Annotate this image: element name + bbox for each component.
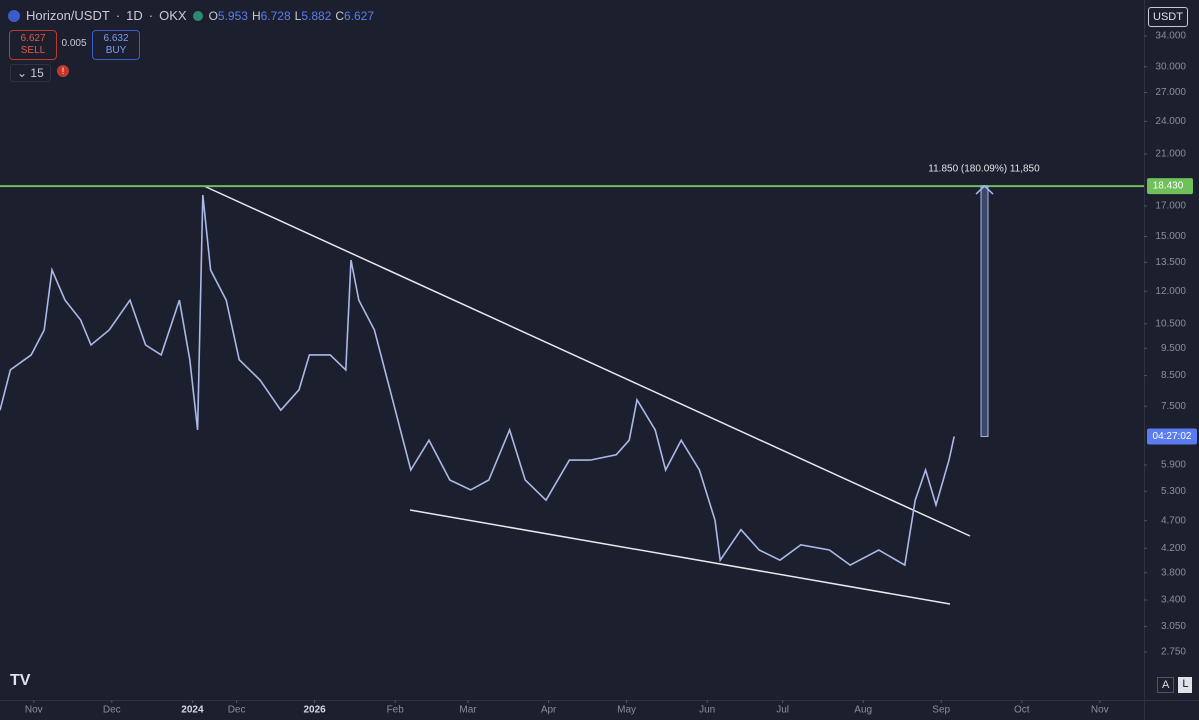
symbol[interactable]: Horizon/USDT bbox=[26, 8, 110, 23]
currency-select[interactable]: USDT bbox=[1148, 7, 1188, 27]
x-tick-label: Mar bbox=[459, 705, 477, 716]
y-tick-label: 5.300 bbox=[1161, 486, 1186, 497]
tv-logo: TV bbox=[10, 672, 31, 689]
exchange: OKX bbox=[159, 8, 187, 23]
alert-icon[interactable]: ! bbox=[57, 65, 69, 77]
x-tick-label: 2024 bbox=[181, 705, 204, 716]
x-tick-label: Nov bbox=[25, 705, 43, 716]
ohlc-value: 6.728 bbox=[260, 8, 291, 23]
spread: 0.005 bbox=[61, 38, 87, 49]
y-tick-label: 7.500 bbox=[1161, 401, 1186, 412]
y-tick-label: 21.000 bbox=[1155, 149, 1186, 160]
y-tick-label: 2.750 bbox=[1161, 647, 1186, 658]
trend-line bbox=[409, 509, 951, 605]
x-tick-label: Nov bbox=[1091, 705, 1109, 716]
ohlc-value: 5.882 bbox=[301, 8, 332, 23]
indicator-count: 15 bbox=[30, 66, 44, 80]
y-tick-label: 15.000 bbox=[1155, 231, 1186, 242]
countdown: 04:27:02 bbox=[1153, 431, 1192, 442]
status bbox=[192, 10, 203, 21]
price-line bbox=[0, 194, 955, 567]
y-tick-label: 10.500 bbox=[1155, 318, 1186, 329]
measure-arrowhead bbox=[975, 185, 994, 195]
buy-button[interactable]: 6.632 BUY bbox=[92, 30, 140, 60]
y-tick-label: 34.000 bbox=[1155, 31, 1186, 42]
measure-bar bbox=[980, 185, 989, 437]
sell-label: SELL bbox=[20, 45, 46, 56]
measure-label: 11.850 (180.09%) 11,850 bbox=[928, 164, 1040, 175]
x-tick-label: Aug bbox=[854, 705, 872, 716]
x-tick-label: Oct bbox=[1014, 705, 1030, 716]
x-tick-label: Jul bbox=[776, 705, 789, 716]
buy-price: 6.632 bbox=[103, 33, 129, 44]
x-tick-label: Sep bbox=[932, 705, 950, 716]
level-label: 18.430 bbox=[1153, 181, 1184, 192]
x-tick-label: Apr bbox=[541, 705, 557, 716]
ohlc: O5.953 H6.728 L5.882 C6.627 bbox=[209, 9, 379, 23]
sell-button[interactable]: 6.627 SELL bbox=[9, 30, 57, 60]
auto-button[interactable]: A bbox=[1157, 677, 1175, 693]
header: Horizon/USDT · 1D · OKX O5.953 H6.728 L5.882… bbox=[8, 8, 378, 23]
sell-price: 6.627 bbox=[20, 33, 46, 44]
x-tick-label: Dec bbox=[103, 705, 121, 716]
x-tick-label: May bbox=[617, 705, 636, 716]
y-tick-label: 17.000 bbox=[1155, 200, 1186, 211]
scale-buttons: A L ⚙ bbox=[1157, 677, 1199, 693]
ohlc-key: C bbox=[335, 8, 345, 23]
y-tick-label: 13.500 bbox=[1155, 257, 1186, 268]
y-tick-label: 27.000 bbox=[1155, 87, 1186, 98]
level-tag bbox=[1147, 178, 1193, 195]
y-tick-label: 9.500 bbox=[1161, 343, 1186, 354]
x-tick-label: 2026 bbox=[303, 705, 326, 716]
interval[interactable]: 1D bbox=[126, 8, 143, 23]
y-tick-label: 24.000 bbox=[1155, 116, 1186, 127]
y-tick-label: 3.800 bbox=[1161, 567, 1186, 578]
logo bbox=[8, 9, 20, 22]
ohlc-value: 5.953 bbox=[217, 8, 248, 23]
y-tick-label: 8.500 bbox=[1161, 370, 1186, 381]
ohlc-key: L bbox=[294, 8, 302, 23]
log-button[interactable]: L bbox=[1178, 677, 1193, 693]
ohlc-key: O bbox=[208, 8, 218, 23]
trend-line bbox=[203, 185, 971, 537]
y-tick-label: 12.000 bbox=[1155, 286, 1186, 297]
buy-label: BUY bbox=[105, 45, 127, 56]
x-tick-label: Feb bbox=[387, 705, 405, 716]
y-tick-label: 4.700 bbox=[1161, 515, 1186, 526]
x-tick-label: Dec bbox=[228, 705, 246, 716]
ohlc-key: H bbox=[251, 8, 261, 23]
y-tick-label: 5.900 bbox=[1161, 460, 1186, 471]
y-tick-label: 4.200 bbox=[1161, 543, 1186, 554]
y-tick-label: 3.400 bbox=[1161, 595, 1186, 606]
axis-panel bbox=[1145, 0, 1199, 720]
last-price-tag bbox=[1147, 428, 1197, 445]
ohlc-value: 6.627 bbox=[344, 8, 375, 23]
y-tick-label: 30.000 bbox=[1155, 61, 1186, 72]
y-tick-label: 3.050 bbox=[1161, 621, 1186, 632]
x-tick-label: Jun bbox=[699, 705, 715, 716]
indicator-toggle[interactable]: ⌄ 15 bbox=[10, 64, 51, 82]
